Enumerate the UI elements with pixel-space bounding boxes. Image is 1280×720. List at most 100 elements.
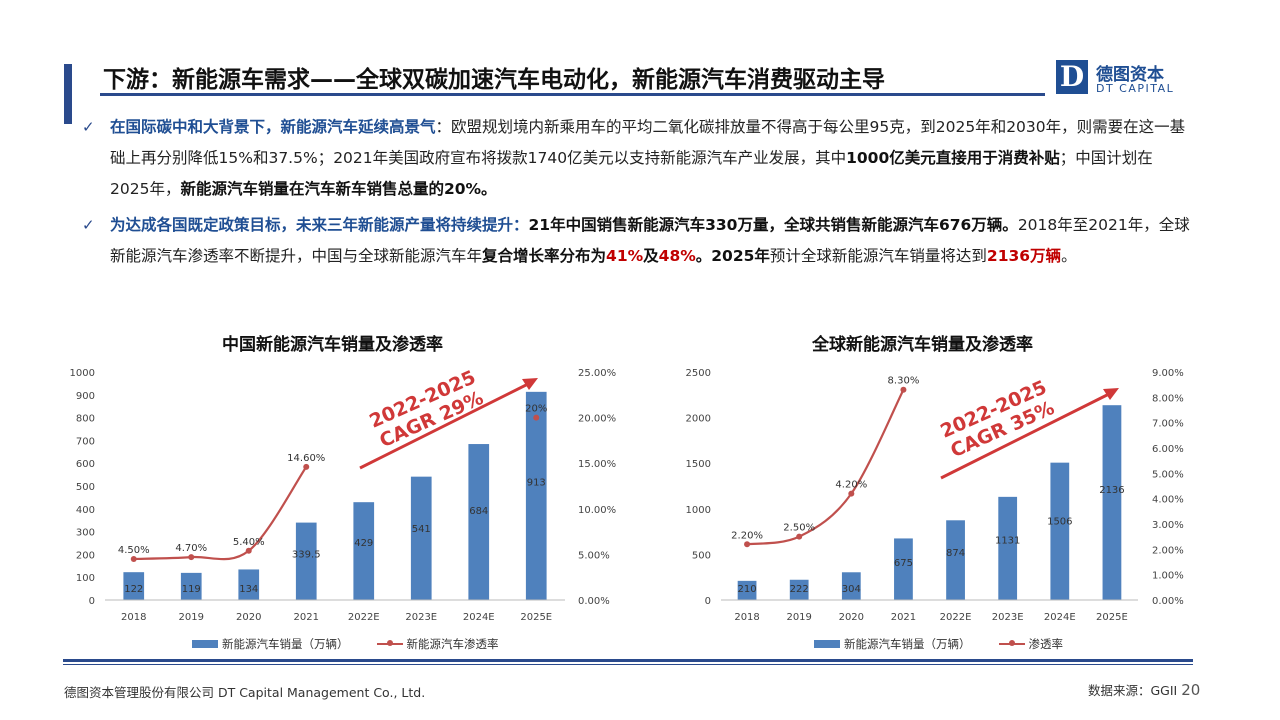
x-tick-label: 2018	[734, 612, 759, 623]
y2-tick-label: 2.00%	[1152, 545, 1184, 556]
line-point	[848, 490, 855, 497]
line-point	[303, 463, 310, 470]
bar-value-label: 210	[738, 584, 757, 595]
bar-value-label: 222	[790, 584, 809, 595]
bar	[468, 444, 490, 600]
y-tick-label: 0	[89, 596, 95, 607]
bullet-segment: 21年中国销售新能源汽车330万量，全球共销售新能源汽车676万辆。	[528, 216, 1018, 234]
line-series	[746, 389, 905, 546]
bar	[789, 579, 809, 600]
chart-global: 0 500 1000 1500 2000 2500 0.00% 1.00% 2.00% 3.00%…	[686, 368, 1184, 623]
line-value-label: 4.70%	[175, 543, 207, 554]
page-number: 20	[1181, 681, 1201, 699]
y-tick-label: 600	[76, 459, 95, 470]
y2-tick-label: 6.00%	[1152, 444, 1184, 455]
bullet-item-1: ✓ 在国际碳中和大背景下，新能源汽车延续高景气：欧盟规划境内新乘用车的平均二氧化…	[82, 112, 1192, 205]
x-tick-label: 2023E	[992, 612, 1024, 623]
bar	[894, 538, 913, 600]
bullet-segment: 及	[643, 247, 659, 265]
bar-value-label: 429	[354, 538, 373, 549]
chart-title-china: 中国新能源汽车销量及渗透率	[222, 335, 443, 355]
y-tick-label: 500	[692, 550, 711, 561]
bullet-list: ✓ 在国际碳中和大背景下，新能源汽车延续高景气：欧盟规划境内新乘用车的平均二氧化…	[82, 112, 1192, 277]
y-tick-label: 200	[76, 550, 95, 561]
x-tick-label: 2025E	[1096, 612, 1128, 623]
y-tick-label: 0	[705, 596, 711, 607]
y-tick-label: 900	[76, 391, 95, 402]
x-tick-label: 2023E	[405, 612, 437, 623]
logo-name-cn: 德图资本	[1096, 65, 1164, 85]
line-value-label: 2.20%	[731, 530, 763, 541]
bar-value-label: 913	[527, 478, 546, 489]
chart-title-global: 全球新能源汽车销量及渗透率	[812, 335, 1033, 355]
bar-value-label: 119	[182, 584, 201, 595]
title-underline	[100, 93, 1045, 96]
bullet-segment: 2018年至2021年，全球新能源汽车渗透率不断提升，中国与全球新能源汽车年	[110, 216, 1190, 265]
y-tick-label: 1000	[70, 368, 95, 379]
y2-tick-label: 9.00%	[1152, 368, 1184, 379]
bar	[525, 391, 547, 600]
logo-mark: D	[1056, 60, 1088, 94]
bar	[841, 572, 861, 600]
y2-tick-label: 5.00%	[1152, 469, 1184, 480]
line-value-label: 5.40%	[233, 537, 265, 548]
bullet-segment: ；中国计划在2025年，	[110, 149, 1153, 198]
source-text: 数据来源：GGII	[1088, 683, 1178, 698]
bullet-item-2: ✓ 为达成各国既定政策目标，未来三年新能源产量将持续提升：21年中国销售新能源汽…	[82, 210, 1192, 272]
line-point	[188, 554, 195, 561]
bullet-segment: 在国际碳中和大背景下，新能源汽车延续高景气	[110, 118, 436, 136]
bar	[946, 520, 965, 600]
y-tick-label: 400	[76, 505, 95, 516]
bar-value-label: 134	[239, 584, 258, 595]
bullet-segment: 复合增长率分布为	[482, 247, 607, 265]
bar-value-label: 2136	[1099, 485, 1124, 496]
bar	[123, 572, 145, 600]
legend-bar-swatch	[814, 640, 840, 648]
legend-label-line: 新能源汽车渗透率	[406, 637, 499, 651]
x-tick-label: 2022E	[348, 612, 380, 623]
bar-value-label: 339.5	[292, 549, 321, 560]
bullet-segment: 48%	[658, 247, 696, 265]
checkmark-icon: ✓	[82, 216, 95, 234]
bar	[353, 502, 375, 600]
x-tick-label: 2021	[891, 612, 916, 623]
bullet-segment: 预计全球新能源汽车销量将达到	[769, 247, 987, 265]
title-accent-bar	[64, 64, 72, 124]
bar	[1102, 405, 1122, 600]
y2-tick-label: 5.00%	[578, 550, 610, 561]
legend-label-bar: 新能源汽车销量（万辆）	[844, 637, 971, 651]
bullet-segment: 为达成各国既定政策目标，未来三年新能源产量将持续提升：	[110, 216, 529, 234]
y2-tick-label: 15.00%	[578, 459, 616, 470]
y-tick-label: 2000	[686, 414, 711, 425]
trend-arrow	[359, 380, 533, 470]
bullet-segment: 41%	[606, 247, 644, 265]
x-tick-label: 2025E	[520, 612, 552, 623]
legend-global: 新能源汽车销量（万辆） 渗透率	[814, 636, 1063, 652]
y2-tick-label: 0.00%	[578, 596, 610, 607]
y-tick-label: 2500	[686, 368, 711, 379]
y2-tick-label: 0.00%	[1152, 596, 1184, 607]
y-tick-label: 1000	[686, 505, 711, 516]
bullet-segment: 。2025年	[695, 247, 770, 265]
line-value-label: 20%	[525, 404, 547, 415]
x-tick-label: 2022E	[940, 612, 972, 623]
x-tick-label: 2021	[294, 612, 319, 623]
y2-tick-label: 25.00%	[578, 368, 616, 379]
x-tick-label: 2020	[236, 612, 261, 623]
line-series	[133, 466, 308, 561]
bar	[180, 572, 202, 600]
bar	[410, 476, 432, 600]
line-value-label: 2.50%	[783, 523, 815, 534]
line-value-label: 8.30%	[888, 376, 920, 387]
bullet-text-1: 在国际碳中和大背景下，新能源汽车延续高景气：欧盟规划境内新乘用车的平均二氧化碳排…	[110, 118, 1185, 198]
bar-value-label: 304	[842, 584, 861, 595]
x-tick-label: 2019	[179, 612, 204, 623]
page-title: 下游：新能源车需求——全球双碳加速汽车电动化，新能源汽车消费驱动主导	[103, 67, 885, 93]
line-point	[130, 555, 137, 562]
legend-line-swatch	[998, 640, 1025, 646]
logo-name-en: DT CAPITAL	[1096, 82, 1175, 95]
y2-tick-label: 8.00%	[1152, 393, 1184, 404]
company-logo: D 德图资本 DT CAPITAL	[1056, 60, 1196, 100]
line-point	[245, 547, 252, 554]
